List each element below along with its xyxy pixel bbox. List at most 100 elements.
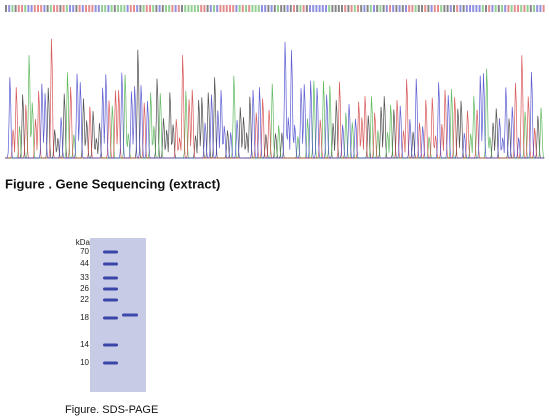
base-tick — [526, 5, 529, 12]
base-tick — [376, 5, 379, 12]
base-tick — [277, 5, 279, 12]
base-tick — [85, 5, 87, 12]
base-tick — [366, 5, 369, 12]
base-tick — [510, 5, 513, 12]
base-tick — [126, 5, 129, 12]
sample-band — [122, 313, 138, 317]
base-tick — [382, 5, 385, 12]
base-tick — [37, 5, 39, 12]
base-tick — [462, 5, 465, 12]
base-tick — [488, 5, 491, 12]
base-tick — [286, 5, 289, 12]
base-tick — [315, 5, 318, 12]
base-tick — [168, 5, 171, 12]
base-tick — [261, 5, 263, 12]
base-tick — [363, 5, 366, 12]
base-tick — [536, 5, 539, 12]
base-tick — [312, 5, 315, 12]
marker-label: 22 — [80, 295, 89, 304]
base-tick — [401, 5, 404, 12]
base-tick — [350, 5, 353, 12]
base-tick — [373, 5, 375, 12]
base-tick — [542, 5, 545, 12]
base-tick — [325, 5, 327, 12]
base-tick — [533, 5, 535, 12]
trace — [5, 49, 545, 159]
base-tick — [30, 5, 33, 12]
base-tick — [53, 5, 55, 12]
base-tick — [43, 5, 46, 12]
base-tick — [481, 5, 484, 12]
base-tick — [171, 5, 174, 12]
base-tick — [465, 5, 468, 12]
base-tick — [232, 5, 235, 12]
base-tick — [264, 5, 267, 12]
base-tick — [177, 5, 180, 12]
base-tick — [318, 5, 321, 12]
base-tick — [440, 5, 443, 12]
base-tick — [14, 5, 17, 12]
base-tick — [491, 5, 494, 12]
base-tick — [222, 5, 225, 12]
base-tick — [184, 5, 187, 12]
marker-label: 26 — [80, 284, 89, 293]
base-tick — [133, 5, 135, 12]
base-tick — [219, 5, 222, 12]
base-tick — [507, 5, 510, 12]
base-tick — [344, 5, 347, 12]
marker-label: 44 — [80, 259, 89, 268]
base-tick — [433, 5, 436, 12]
base-tick — [305, 5, 308, 12]
base-tick — [469, 5, 471, 12]
base-tick — [49, 5, 52, 12]
base-tick — [296, 5, 299, 12]
base-tick — [59, 5, 62, 12]
base-tick — [331, 5, 334, 12]
base-tick — [203, 5, 206, 12]
base-tick — [421, 5, 423, 12]
base-tick — [443, 5, 446, 12]
base-tick — [517, 5, 519, 12]
base-tick — [513, 5, 516, 12]
base-tick — [97, 5, 100, 12]
base-tick — [494, 5, 497, 12]
base-tick — [430, 5, 433, 12]
base-tick — [117, 5, 119, 12]
base-tick — [453, 5, 455, 12]
base-tick — [257, 5, 260, 12]
base-tick — [328, 5, 331, 12]
base-tick — [40, 5, 43, 12]
base-tick — [280, 5, 283, 12]
base-tick — [392, 5, 395, 12]
base-tick — [424, 5, 427, 12]
ladder-band — [103, 343, 118, 347]
base-tick — [152, 5, 155, 12]
base-tick — [94, 5, 97, 12]
base-tick — [456, 5, 459, 12]
base-tick — [193, 5, 196, 12]
base-tick — [529, 5, 532, 12]
base-tick — [120, 5, 123, 12]
base-tick — [395, 5, 398, 12]
base-tick — [270, 5, 273, 12]
base-tick — [472, 5, 475, 12]
base-tick — [72, 5, 75, 12]
base-tick — [136, 5, 139, 12]
ladder-band — [103, 262, 118, 266]
marker-label: 18 — [80, 313, 89, 322]
base-tick — [197, 5, 199, 12]
caption: Figure . Gene Sequencing (extract) — [5, 176, 220, 191]
base-tick — [27, 5, 30, 12]
marker-label: 14 — [80, 340, 89, 349]
base-tick — [357, 5, 359, 12]
base-tick — [46, 5, 49, 12]
base-tick — [437, 5, 439, 12]
base-tick — [155, 5, 158, 12]
base-tick — [267, 5, 270, 12]
base-tick — [200, 5, 203, 12]
chromatogram — [5, 5, 545, 159]
base-tick — [107, 5, 110, 12]
ladder: 70 44 33 26 22 18 14 10 — [80, 247, 118, 367]
base-tick — [369, 5, 372, 12]
